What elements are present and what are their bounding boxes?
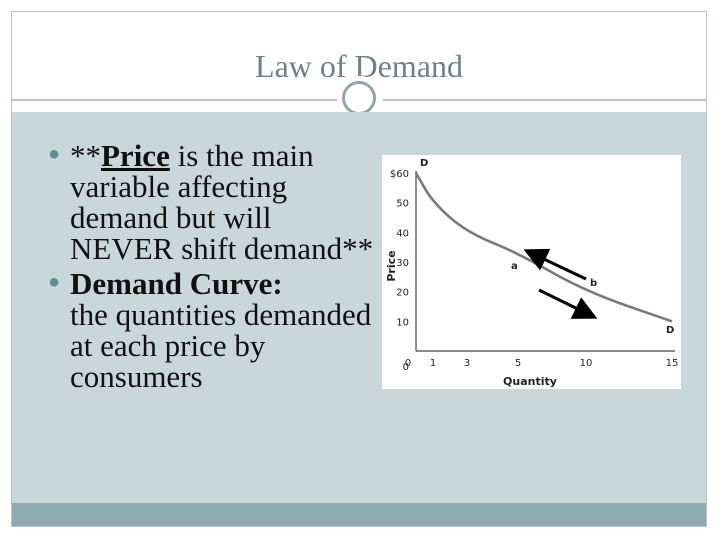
- y-tick-label: 50: [396, 199, 409, 210]
- bullet-text-price: is the main variable affecting demand bu…: [70, 138, 374, 266]
- price-emphasis: Price: [101, 138, 170, 173]
- x-tick-label: 3: [464, 358, 470, 369]
- x-tick-label: 10: [580, 358, 593, 369]
- x-tick-label: 1: [430, 358, 436, 369]
- bullet-prefix: **: [70, 138, 101, 173]
- demand-curve-line: [414, 172, 673, 323]
- demand-curve-heading: Demand Curve:: [70, 266, 283, 301]
- curve-annotation-d: D: [420, 158, 428, 169]
- curve-annotation-b: b: [590, 278, 597, 289]
- curve-annotation-a: a: [511, 261, 518, 272]
- footer-bar: [12, 503, 706, 526]
- arrow-down-right: [538, 288, 598, 319]
- y-tick-label: 40: [396, 228, 409, 239]
- curve-annotation-d: D: [666, 325, 674, 336]
- y-axis-label: Price: [385, 250, 398, 281]
- chart-svg: $60 50 40 30 20 10 00 1 3 5 10 15 Price Quantity D Da b: [385, 158, 679, 388]
- divider-ring-icon: [342, 81, 376, 115]
- x-axis-label: Quantity: [503, 375, 557, 388]
- bullet-icon: ●: [48, 143, 61, 165]
- y-tick-label: $60: [390, 169, 409, 180]
- x-tick-label: 5: [515, 358, 521, 369]
- arrow-up-left: [523, 248, 587, 281]
- y-tick-label: 10: [396, 317, 409, 328]
- bullet-icon: ●: [48, 271, 61, 293]
- bullet-text-demand-curve: the quantities demanded at each price by…: [70, 297, 372, 394]
- x-tick-label: 0: [405, 358, 411, 369]
- y-tick-label: 20: [396, 288, 409, 299]
- x-tick-label: 15: [666, 358, 679, 369]
- bullet-item-demand-curve: ● Demand Curve: the quantities demanded at…: [48, 268, 378, 392]
- y-tick-label: 30: [396, 258, 409, 269]
- bullet-list: ● **Price is the main variable affecting …: [48, 140, 378, 392]
- y-tick-label: 0: [403, 362, 409, 373]
- bullet-item-price: ● **Price is the main variable affecting …: [48, 140, 378, 264]
